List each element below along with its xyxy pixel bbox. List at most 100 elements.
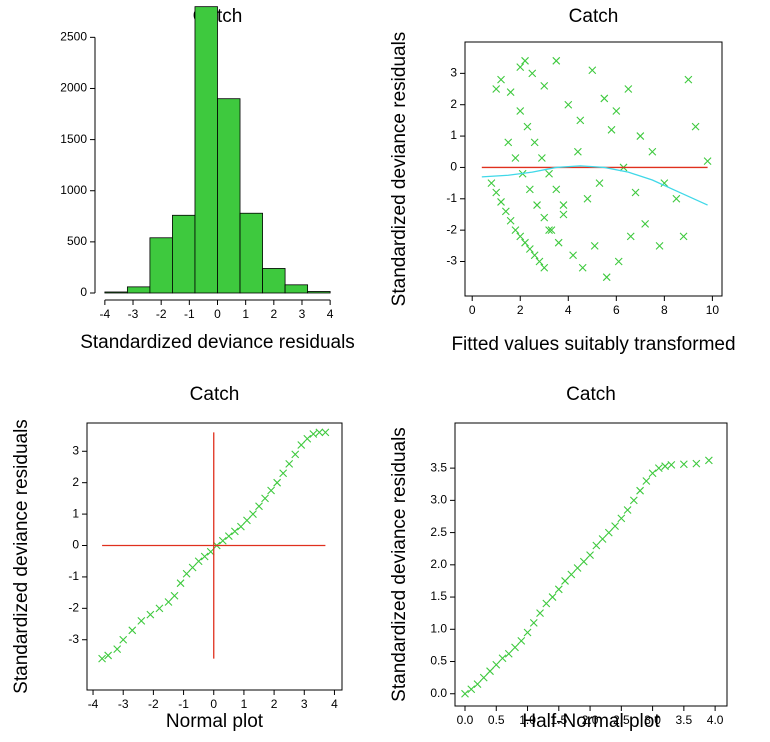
scatter-point [492, 188, 501, 197]
y-tick-label: -1 [446, 191, 457, 205]
scatter-point [497, 198, 505, 206]
x-tick-label: 0 [469, 303, 476, 317]
scatter-point [237, 522, 245, 531]
scatter-point [537, 154, 546, 162]
scatter-point [590, 241, 599, 250]
scatter-point [525, 245, 534, 253]
y-tick-label: 1.5 [430, 589, 447, 603]
scatter-point [291, 450, 300, 459]
y-tick-label: 1000 [60, 183, 87, 197]
scatter-point [586, 551, 594, 560]
scatter-point [303, 434, 312, 443]
scatter-point [552, 185, 561, 194]
scatter-point [583, 194, 592, 203]
histogram-bar [262, 268, 286, 294]
scatter-point [624, 85, 633, 93]
scatter-point [479, 673, 488, 682]
panel-title: Catch [566, 384, 616, 405]
y-tick-label: 2500 [60, 30, 87, 44]
scatter-point [230, 527, 239, 536]
scatter-point [285, 459, 294, 468]
y-axis-label: Standardized deviance residuals [11, 419, 32, 694]
scatter-point [486, 667, 494, 676]
scatter-point [170, 591, 179, 600]
scatter-point [521, 56, 529, 65]
y-tick-label: 0.5 [430, 654, 447, 668]
scatter-point [559, 201, 568, 209]
scatter-point [592, 541, 601, 550]
histogram-bar [104, 291, 128, 294]
scatter-point [667, 461, 676, 469]
scatter-point [521, 238, 529, 247]
scatter-point [636, 486, 644, 495]
x-tick-label: 4 [331, 697, 338, 711]
y-axis-label: Standardized deviance residuals [389, 427, 410, 702]
scatter-point [155, 604, 164, 613]
x-tick-label: 2 [271, 697, 278, 711]
scatter-point [506, 216, 515, 225]
y-tick-label: 2000 [60, 81, 87, 95]
scatter-point [279, 469, 288, 478]
scatter-point [704, 456, 713, 465]
y-tick-label: 1.0 [430, 621, 447, 635]
scatter-point [523, 122, 532, 131]
x-tick-label: 3 [299, 307, 306, 321]
scatter-point [146, 610, 155, 619]
x-tick-label: -4 [100, 307, 111, 321]
scatter-point [498, 654, 507, 663]
scatter-point [602, 273, 611, 282]
y-tick-label: 3 [450, 66, 457, 80]
scatter-point [511, 226, 520, 235]
x-tick-label: 1.0 [519, 713, 536, 727]
scatter-point [528, 69, 537, 78]
y-tick-label: 2 [72, 475, 79, 489]
scatter-point [548, 593, 557, 601]
scatter-point [567, 570, 576, 579]
y-tick-label: -1 [68, 569, 79, 583]
scatter-point [552, 56, 561, 65]
x-tick-label: -3 [128, 307, 139, 321]
x-tick-label: 2 [270, 307, 277, 321]
panel-title: Catch [190, 384, 240, 405]
scatter-point [501, 207, 510, 216]
scatter-point [564, 100, 573, 109]
histogram-bar [239, 212, 263, 294]
x-tick-label: -2 [156, 307, 167, 321]
x-axis-label: Fitted values suitably transformed [451, 334, 735, 355]
scatter-point [321, 428, 330, 437]
scatter-point [579, 557, 588, 566]
scatter-point [315, 428, 324, 437]
scatter-point [692, 459, 701, 468]
scatter-point [530, 138, 539, 147]
scatter-point [309, 430, 318, 438]
scatter-point [119, 635, 128, 644]
x-tick-label: 6 [613, 303, 620, 317]
scatter-point [467, 685, 476, 694]
scatter-point [98, 654, 106, 663]
x-axis-label: Standardized deviance residuals [80, 332, 355, 353]
scatter-point [255, 502, 263, 511]
y-tick-label: 2.0 [430, 557, 447, 571]
scatter-point [194, 557, 203, 566]
scatter-point [176, 579, 185, 588]
scatter-point [206, 547, 215, 556]
histogram-bar [284, 284, 309, 294]
histogram-bar [126, 286, 151, 294]
y-tick-label: 0 [72, 538, 79, 552]
scatter-point [576, 116, 585, 125]
scatter-point [516, 63, 525, 71]
y-tick-label: -2 [446, 222, 457, 236]
scatter-point [629, 496, 638, 505]
scatter-point [511, 154, 520, 162]
x-tick-label: 3 [301, 697, 308, 711]
y-tick-label: -3 [446, 254, 457, 268]
y-tick-label: 0 [80, 285, 87, 299]
scatter-point [554, 585, 563, 594]
scatter-point [569, 251, 577, 260]
x-tick-label: 0.5 [488, 713, 505, 727]
y-tick-label: 3 [72, 443, 79, 457]
x-tick-label: 0 [210, 697, 217, 711]
scatter-point [523, 628, 532, 637]
scatter-point [188, 563, 197, 572]
scatter-point [461, 689, 469, 698]
